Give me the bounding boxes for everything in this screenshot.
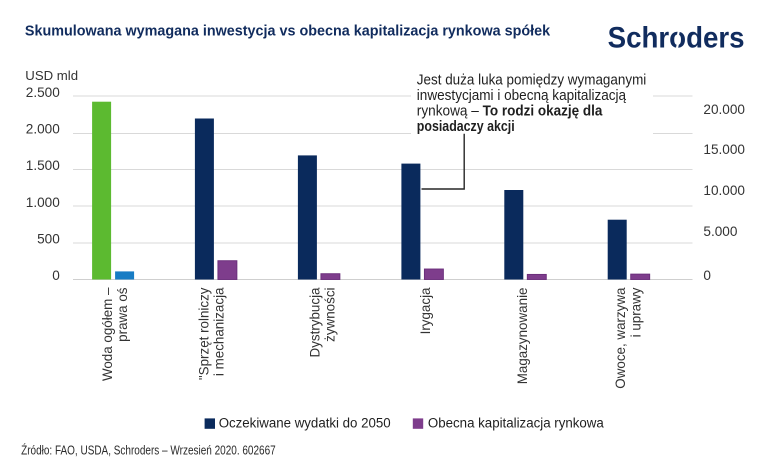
svg-text:"Sprzęt rolniczy: "Sprzęt rolniczy: [197, 287, 212, 380]
svg-text:15.000: 15.000: [703, 142, 745, 157]
svg-text:1.500: 1.500: [26, 158, 60, 173]
svg-text:Jest duża luka pomiędzy wymaga: Jest duża luka pomiędzy wymaganymi: [417, 71, 647, 88]
svg-text:inwestycjami i obecną kapitali: inwestycjami i obecną kapitalizacją: [417, 87, 627, 104]
svg-text:2.500: 2.500: [26, 85, 60, 100]
svg-text:Skumulowana wymagana inwestycj: Skumulowana wymagana inwestycja vs obecn…: [25, 23, 551, 39]
svg-text:Owoce, warzywa: Owoce, warzywa: [613, 287, 628, 389]
svg-text:żywności: żywności: [323, 287, 338, 341]
svg-text:i mechanizacja: i mechanizacja: [212, 287, 227, 376]
svg-text:Źródło: FAO, USDA, Schroders –: Źródło: FAO, USDA, Schroders – Wrzesień …: [21, 443, 276, 458]
svg-text:i uprawy: i uprawy: [628, 287, 643, 337]
svg-text:2.000: 2.000: [26, 122, 60, 137]
svg-text:500: 500: [37, 231, 60, 246]
svg-text:USD mld: USD mld: [25, 68, 78, 83]
svg-text:5.000: 5.000: [703, 224, 737, 239]
svg-text:Oczekiwane wydatki do 2050: Oczekiwane wydatki do 2050: [219, 416, 391, 432]
svg-text:Woda ogółem –: Woda ogółem –: [100, 287, 115, 381]
svg-text:Magazynowanie: Magazynowanie: [515, 288, 530, 385]
svg-text:10.000: 10.000: [703, 183, 745, 198]
svg-text:rynkową –: rynkową –: [417, 102, 483, 119]
svg-text:prawa oś: prawa oś: [115, 287, 130, 342]
svg-text:Obecna kapitalizacja rynkowa: Obecna kapitalizacja rynkowa: [428, 416, 604, 432]
svg-text:Dystrybucja: Dystrybucja: [307, 287, 322, 358]
svg-text:0: 0: [52, 268, 60, 283]
svg-text:20.000: 20.000: [703, 102, 745, 117]
svg-text:1.000: 1.000: [26, 195, 60, 210]
svg-text:Irygacja: Irygacja: [418, 287, 433, 334]
svg-text:posiadaczy akcji: posiadaczy akcji: [417, 118, 515, 135]
svg-text:To rodzi okazję dla: To rodzi okazję dla: [483, 102, 603, 119]
svg-text:Schroders: Schroders: [608, 21, 745, 54]
svg-text:0: 0: [703, 268, 711, 283]
